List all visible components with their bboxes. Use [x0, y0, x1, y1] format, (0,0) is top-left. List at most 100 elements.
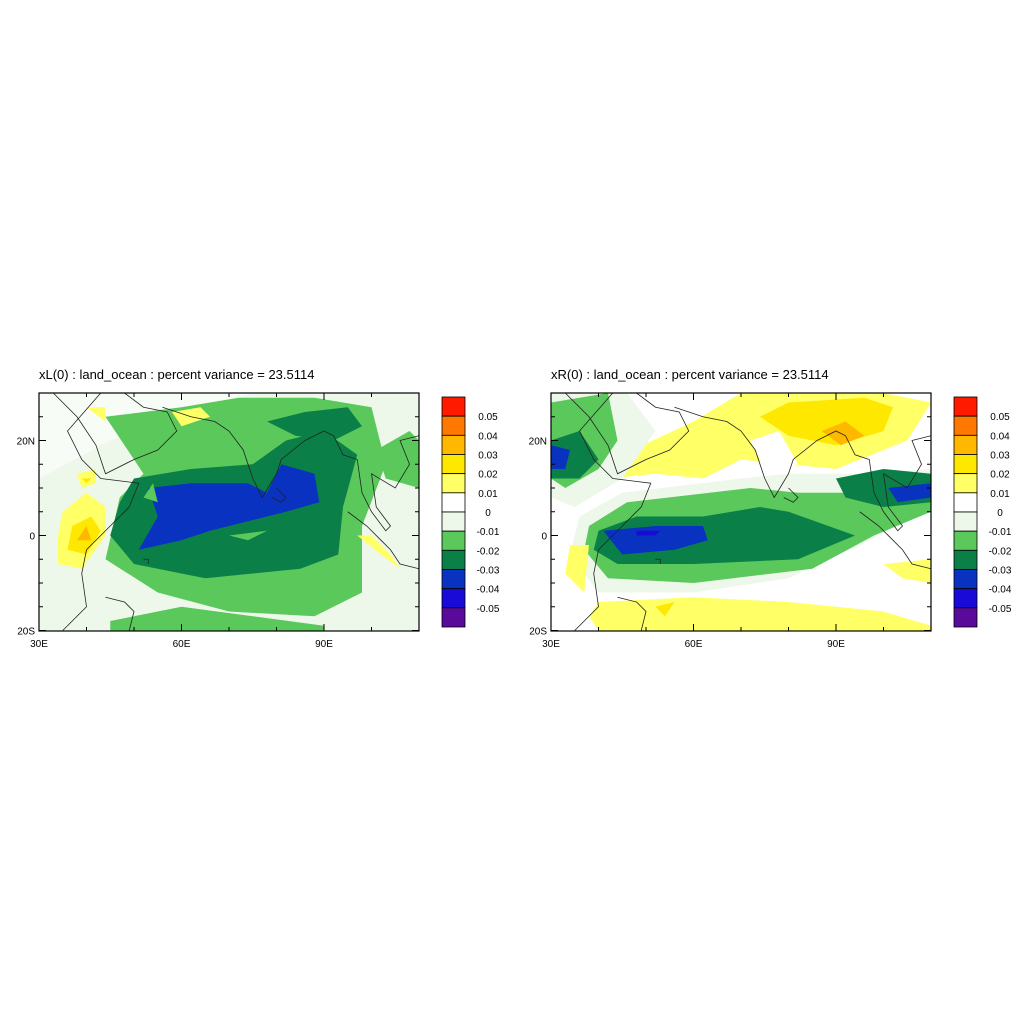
colorbar-box: [441, 434, 466, 455]
contour-fill: [81, 478, 92, 484]
colorbar: 0.05 0.04 0.03 0.02 0.01 0 -0.01 -0.02 -0.03 -0.0…: [953, 396, 1012, 628]
colorbar-label: -0.04: [989, 585, 1012, 596]
colorbar-label: 0.03: [990, 451, 1010, 462]
colorbar-label: -0.02: [989, 546, 1012, 557]
x-tick-label: 90E: [315, 639, 333, 650]
coastline: [674, 406, 931, 532]
contour-fill: [86, 407, 106, 422]
colorbar-box: [441, 473, 466, 494]
coastline: [271, 487, 287, 503]
colorbar-label: 0.04: [990, 431, 1010, 442]
colorbar-box: [441, 492, 466, 513]
y-tick-label: 0: [29, 532, 35, 543]
contour-fill: [376, 431, 419, 488]
contour-fill: [589, 597, 931, 631]
coastline: [347, 511, 419, 570]
colorbar-label: -0.05: [989, 604, 1012, 615]
x-tick-label: 60E: [173, 639, 191, 650]
colorbar-label: -0.01: [989, 527, 1012, 538]
contour-fill: [821, 421, 865, 446]
contour-fill: [750, 431, 798, 469]
colorbar-label: 0.02: [990, 470, 1010, 481]
map-title: xR(0) : land_ocean : percent variance = …: [551, 367, 829, 382]
colorbar-label: 0.01: [478, 489, 498, 500]
coastline: [617, 596, 647, 631]
colorbar-label: 0.04: [478, 431, 498, 442]
colorbar-box: [441, 454, 466, 475]
contour-fill: [565, 545, 589, 593]
x-tick-label: 90E: [827, 639, 845, 650]
coastline: [162, 406, 419, 532]
colorbar-box: [953, 434, 978, 455]
colorbar: 0.05 0.04 0.03 0.02 0.01 0 -0.01 -0.02 -0.03 -0.0…: [441, 396, 500, 628]
coastline: [574, 393, 652, 631]
colorbar-box: [953, 492, 978, 513]
coastline: [52, 393, 178, 475]
colorbar-box: [441, 549, 466, 570]
colorbar-label: -0.04: [477, 585, 500, 596]
coastline: [783, 487, 799, 503]
contour-fill: [77, 526, 92, 541]
contour-fill: [110, 606, 324, 631]
y-tick-label: 20N: [529, 437, 547, 448]
colorbar-box: [441, 588, 466, 609]
coastline: [62, 393, 140, 631]
y-tick-label: 20S: [529, 627, 547, 638]
colorbar-label: -0.03: [477, 566, 500, 577]
map-panel-xL: xL(0) : land_ocean : percent variance = …: [17, 367, 500, 650]
x-tick-label: 30E: [30, 639, 48, 650]
colorbar-label: 0.03: [478, 451, 498, 462]
contour-fill: [143, 483, 158, 503]
contour-fill: [888, 483, 931, 503]
colorbar-box: [441, 415, 466, 436]
colorbar-label: 0: [485, 508, 491, 519]
contour-fill: [39, 393, 253, 479]
coastline: [859, 511, 931, 570]
colorbar-box: [953, 607, 978, 628]
colorbar-box: [953, 415, 978, 436]
colorbar-box: [953, 530, 978, 551]
colorbar-label: -0.01: [477, 527, 500, 538]
contour-fill: [551, 445, 570, 469]
colorbar-label: -0.03: [989, 566, 1012, 577]
y-tick-label: 20S: [17, 627, 35, 638]
colorbar-box: [441, 530, 466, 551]
colorbar-label: 0.02: [478, 470, 498, 481]
x-tick-label: 60E: [685, 639, 703, 650]
x-tick-label: 30E: [542, 639, 560, 650]
colorbar-box: [953, 454, 978, 475]
colorbar-label: 0.05: [990, 412, 1010, 423]
contour-fill: [636, 530, 661, 536]
colorbar-box: [953, 549, 978, 570]
colorbar-box: [441, 511, 466, 532]
map-panel-xR: xR(0) : land_ocean : percent variance = …: [529, 367, 1012, 650]
colorbar-label: -0.02: [477, 546, 500, 557]
contour-fill: [655, 602, 675, 617]
colorbar-box: [441, 396, 466, 417]
colorbar-box: [441, 569, 466, 590]
contour-fill: [357, 535, 400, 569]
contour-fill: [229, 530, 267, 541]
colorbar-box: [953, 588, 978, 609]
contour-fill: [267, 407, 362, 441]
coastline: [564, 393, 690, 475]
colorbar-label: 0.01: [990, 489, 1010, 500]
y-tick-label: 20N: [17, 437, 35, 448]
colorbar-box: [953, 569, 978, 590]
coastline: [105, 596, 135, 631]
colorbar-label: 0.05: [478, 412, 498, 423]
contour-fill: [603, 526, 708, 555]
coastline: [143, 558, 149, 564]
colorbar-label: -0.05: [477, 604, 500, 615]
colorbar-box: [953, 473, 978, 494]
colorbar-box: [953, 396, 978, 417]
map-title: xL(0) : land_ocean : percent variance = …: [39, 367, 314, 382]
colorbar-label: 0: [997, 508, 1003, 519]
colorbar-box: [953, 511, 978, 532]
contour-fill: [883, 559, 931, 583]
coastline: [655, 558, 661, 564]
contour-fill: [138, 464, 320, 550]
colorbar-box: [441, 607, 466, 628]
y-tick-label: 0: [541, 532, 547, 543]
